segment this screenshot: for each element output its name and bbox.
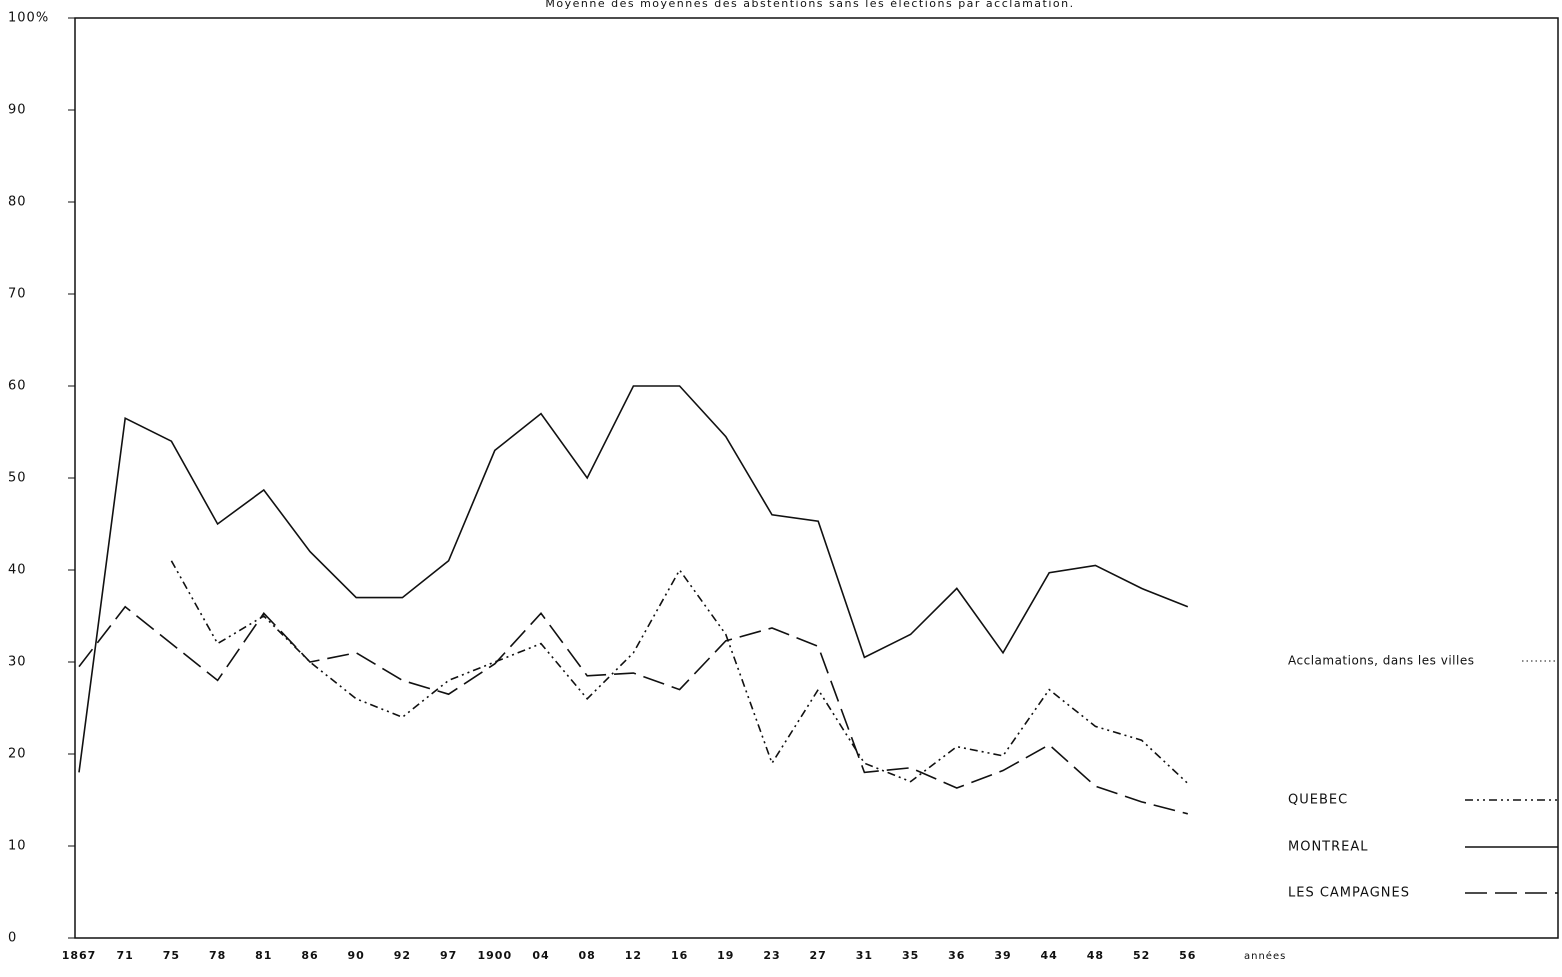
- y-tick-label: 10: [8, 839, 27, 854]
- y-tick-label: 90: [8, 103, 27, 118]
- y-tick-label: 50: [8, 471, 27, 486]
- series-line: [78, 385, 1189, 773]
- x-tick-label: 75: [163, 949, 180, 962]
- x-tick-label: 12: [625, 949, 642, 962]
- legend-label: QUEBEC: [1288, 793, 1348, 808]
- x-tick-label: 19: [717, 949, 734, 962]
- x-tick-label: 1867: [62, 949, 97, 962]
- x-tick-label: 97: [440, 949, 457, 962]
- y-tick-label: 30: [8, 655, 27, 670]
- y-tick-label: 20: [8, 747, 27, 762]
- chart-title: Moyenne des moyennes des abstentions san…: [545, 0, 1074, 10]
- x-tick-label: 23: [763, 949, 780, 962]
- x-tick-label: 86: [301, 949, 318, 962]
- legend-label: LES CAMPAGNES: [1288, 886, 1410, 901]
- series-line: [170, 560, 1189, 785]
- legend-label: MONTREAL: [1288, 840, 1369, 855]
- x-tick-label: 92: [394, 949, 411, 962]
- y-tick-label: 70: [8, 287, 27, 302]
- x-tick-label: 71: [117, 949, 134, 962]
- x-tick-label: 16: [671, 949, 688, 962]
- x-tick-label: 39: [994, 949, 1011, 962]
- x-axis-label: années: [1244, 950, 1286, 962]
- annotation: Acclamations, dans les villes: [1288, 654, 1474, 668]
- x-tick-label: 35: [902, 949, 919, 962]
- x-tick-label: 81: [255, 949, 272, 962]
- x-tick-label: 52: [1133, 949, 1150, 962]
- x-tick-label: 1900: [477, 949, 512, 962]
- x-tick-label: 36: [948, 949, 965, 962]
- x-tick-label: 56: [1179, 949, 1196, 962]
- x-tick-label: 31: [856, 949, 873, 962]
- y-tick-label: 80: [8, 195, 27, 210]
- y-tick-label: 60: [8, 379, 27, 394]
- y-tick-label: 0: [8, 931, 17, 946]
- y-tick-label: 100%: [8, 11, 49, 26]
- x-tick-label: 08: [579, 949, 596, 962]
- x-tick-label: 78: [209, 949, 226, 962]
- x-tick-label: 44: [1041, 949, 1058, 962]
- x-tick-label: 04: [532, 949, 549, 962]
- x-tick-label: 48: [1087, 949, 1104, 962]
- x-tick-label: 90: [348, 949, 365, 962]
- x-tick-label: 27: [810, 949, 827, 962]
- y-tick-label: 40: [8, 563, 27, 578]
- series-line: [78, 605, 1189, 815]
